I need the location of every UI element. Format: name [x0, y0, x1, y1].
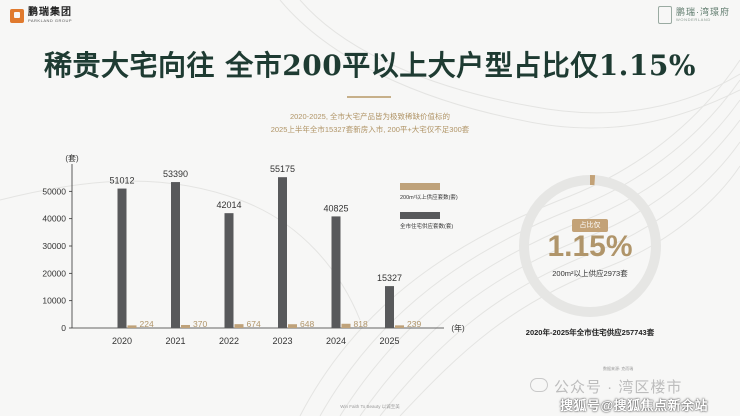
bar-total-2021: [171, 182, 180, 328]
data-source-note: 数据来源: 克而瑞: [603, 366, 634, 371]
wechat-icon: [530, 378, 548, 392]
y-tick-label: 40000: [42, 214, 66, 224]
y-tick-label: 10000: [42, 296, 66, 306]
x-axis-label: (年): [451, 323, 465, 333]
y-tick-label: 20000: [42, 268, 66, 278]
bar-large-label-2024: 818: [354, 319, 368, 329]
brand-logo-right: 鹏瑞·湾璟府 WONDERLAND: [658, 6, 730, 24]
x-tick-label-2020: 2020: [112, 336, 132, 346]
bar-large-label-2021: 370: [193, 319, 207, 329]
bar-total-2022: [224, 213, 234, 328]
bar-large-2020: [127, 325, 137, 328]
legend-item-total: 全市住宅供应套数(套): [400, 212, 453, 230]
ratio-description: 200m²以上供应2973套: [552, 269, 628, 278]
watermark-wechat: 公众号 · 湾区楼市: [554, 379, 683, 396]
legend-swatch-total: [400, 212, 440, 219]
subtitle-line-1: 2020-2025, 全市大宅产品皆为极致稀缺价值标的: [289, 112, 451, 121]
subtitle-line-2: 2025上半年全市15327套新房入市, 200平+大宅仅不足300套: [270, 125, 470, 134]
legend-label-total: 全市住宅供应套数(套): [400, 224, 454, 230]
bar-large-label-2025: 239: [407, 319, 421, 329]
project-name-cn: 鹏瑞·湾璟府: [676, 7, 730, 17]
bar-total-2020: [117, 188, 127, 328]
watermark-sohu: 搜狐号@搜狐焦点新余站: [560, 398, 709, 413]
bar-large-2021: [181, 324, 190, 328]
bar-large-2022: [234, 324, 244, 328]
bar-total-label-2025: 15327: [377, 273, 402, 283]
page-title: 稀贵大宅向往 全市200平以上大户型占比仅1.15%: [44, 49, 696, 82]
legend-item-large: 200m²以上供应套数(套): [400, 183, 458, 201]
legend-swatch-large: [400, 183, 440, 190]
legend-label-large: 200m²以上供应套数(套): [400, 195, 458, 201]
ratio-tag: 占比仅: [572, 219, 608, 232]
x-tick-label-2022: 2022: [219, 336, 239, 346]
bar-large-2024: [341, 323, 351, 328]
bar-total-label-2020: 51012: [109, 176, 134, 186]
bar-large-2025: [395, 325, 404, 328]
bar-total-2024: [331, 216, 341, 328]
ratio-ring-arc: [519, 175, 661, 317]
bar-large-label-2023: 648: [300, 319, 314, 329]
title-divider: [347, 96, 391, 98]
brand-name-en: PARKLAND GROUP: [28, 18, 73, 23]
bar-total-label-2023: 55175: [270, 164, 295, 174]
bar-total-label-2021: 53390: [163, 169, 188, 179]
x-tick-label-2021: 2021: [165, 336, 185, 346]
bar-large-label-2020: 224: [140, 319, 154, 329]
bar-total-label-2024: 40825: [323, 203, 348, 213]
y-tick-label: 0: [61, 323, 66, 333]
bar-total-2025: [385, 286, 394, 328]
y-tick-label: 30000: [42, 241, 66, 251]
project-name-en: WONDERLAND: [676, 17, 711, 22]
brand-name-cn: 鹏瑞集团: [28, 7, 72, 18]
bar-large-2023: [288, 324, 297, 328]
brand-logo-left: 鹏瑞集团 PARKLAND GROUP: [10, 8, 72, 23]
x-tick-label-2023: 2023: [272, 336, 292, 346]
bar-large-label-2022: 674: [247, 319, 261, 329]
bar-total-2023: [278, 177, 287, 328]
bar-total-label-2022: 42014: [216, 200, 241, 210]
x-tick-label-2025: 2025: [379, 336, 399, 346]
ratio-total-supply: 2020年-2025年全市住宅供应257743套: [525, 328, 655, 337]
x-tick-label-2024: 2024: [326, 336, 346, 346]
ratio-percent: 1.15%: [547, 230, 633, 263]
brand-mark-icon: [10, 8, 24, 23]
project-mark-icon: [658, 6, 672, 24]
y-axis-label: (套): [65, 153, 79, 163]
footer-slogan: Win Faith To Beauty 以诚至美: [340, 404, 400, 409]
y-tick-label: 50000: [42, 186, 66, 196]
